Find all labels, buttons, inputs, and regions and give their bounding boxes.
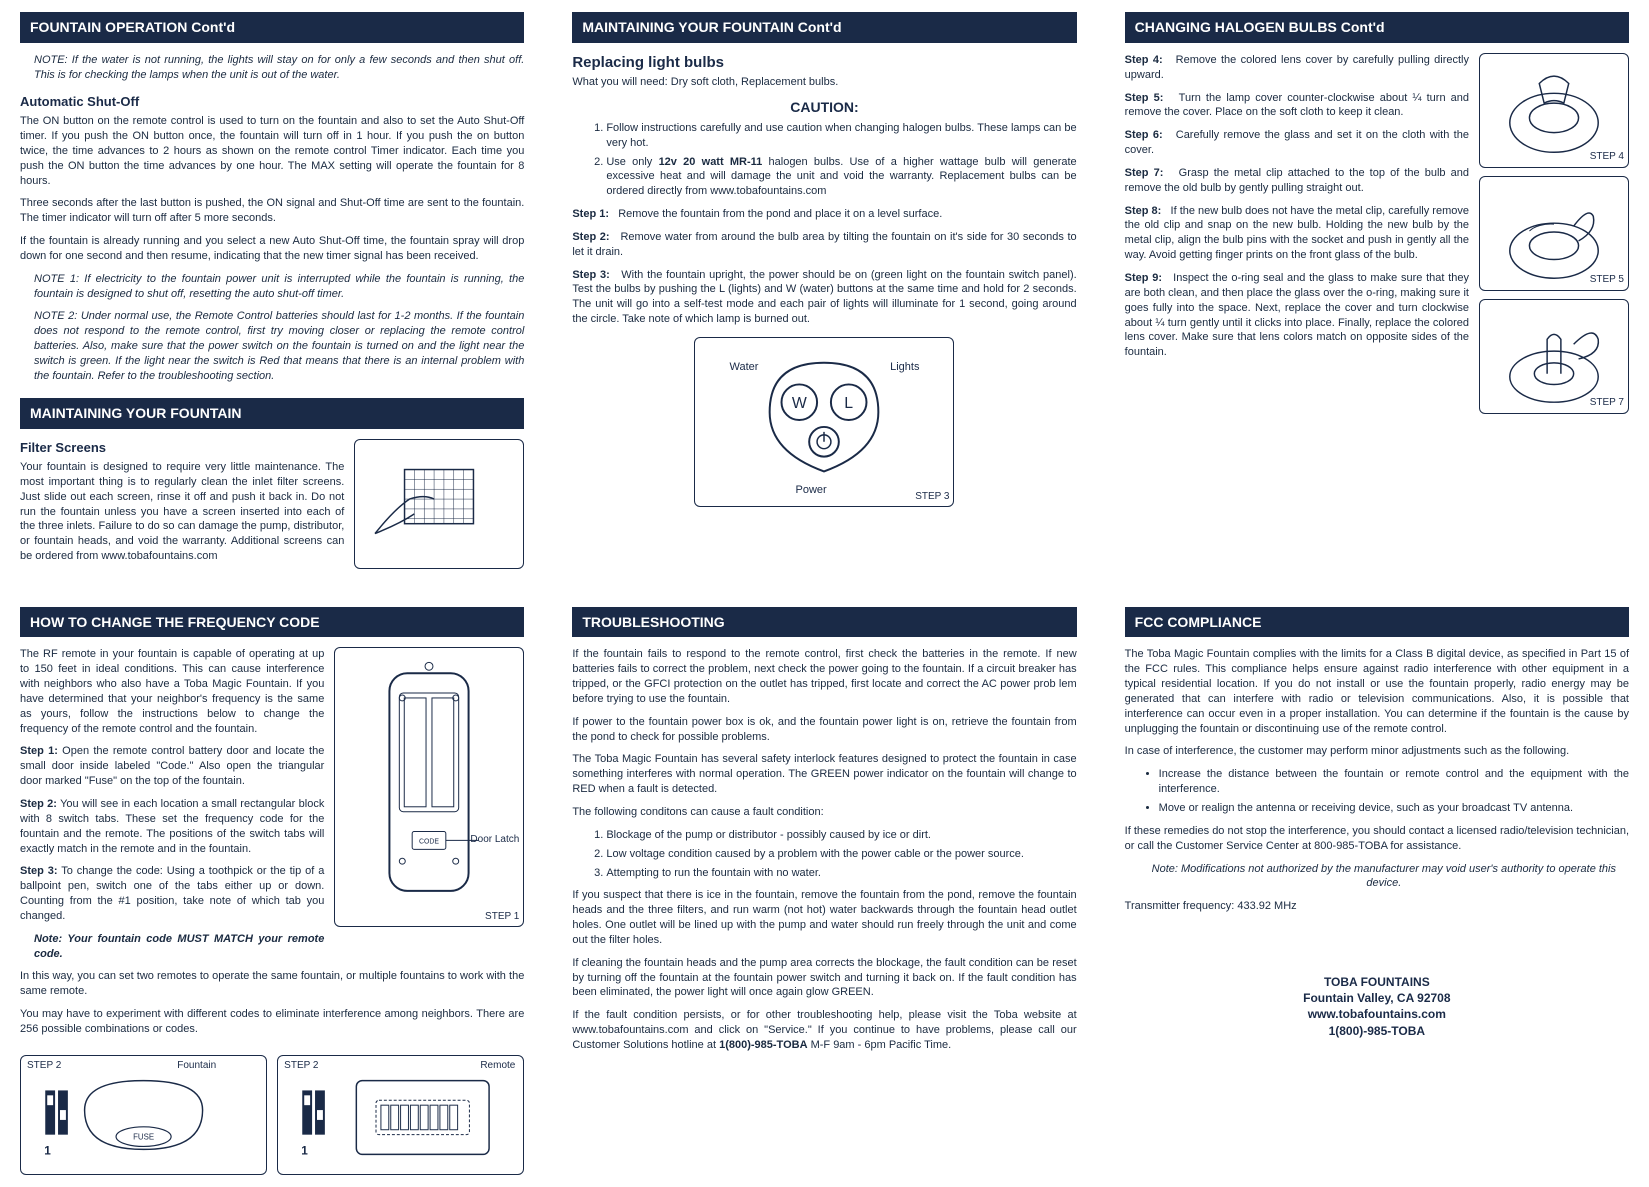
illus-step-5: STEP 5	[1479, 176, 1629, 291]
svg-text:1: 1	[301, 1143, 308, 1157]
fcc-b2: Move or realign the antenna or receiving…	[1159, 801, 1629, 816]
header-troubleshooting: TROUBLESHOOTING	[572, 607, 1076, 638]
header-fcc: FCC COMPLIANCE	[1125, 607, 1629, 638]
svg-text:1: 1	[44, 1143, 51, 1157]
fcc-p1: The Toba Magic Fountain complies with th…	[1125, 647, 1629, 736]
fcc-tx: Transmitter frequency: 433.92 MHz	[1125, 899, 1629, 914]
trouble-p5: If you suspect that there is ice in the …	[572, 888, 1076, 947]
company-block: TOBA FOUNTAINS Fountain Valley, CA 92708…	[1125, 974, 1629, 1039]
fcc-p2: In case of interference, the customer ma…	[1125, 744, 1629, 759]
freq-p4: In this way, you can set two remotes to …	[20, 969, 524, 999]
subhead-auto-shutoff: Automatic Shut-Off	[20, 93, 524, 111]
caution-1: Follow instructions carefully and use ca…	[606, 121, 1076, 151]
para-auto-shutoff-2: Three seconds after the last button is p…	[20, 196, 524, 226]
bulb-step-1: Step 1: Remove the fountain from the pon…	[572, 207, 1076, 222]
svg-text:L: L	[845, 395, 854, 412]
trouble-p4: The following conditons can cause a faul…	[572, 805, 1076, 820]
fcc-b1: Increase the distance between the founta…	[1159, 767, 1629, 797]
svg-text:FUSE: FUSE	[133, 1132, 154, 1141]
halogen-step-6: Step 6: Carefully remove the glass and s…	[1125, 128, 1469, 158]
para-what-you-need: What you will need: Dry soft cloth, Repl…	[572, 75, 1076, 90]
header-maintaining: MAINTAINING YOUR FOUNTAIN	[20, 398, 524, 429]
halogen-step-5: Step 5: Turn the lamp cover counter-cloc…	[1125, 91, 1469, 121]
fault-3: Attempting to run the fountain with no w…	[606, 866, 1076, 881]
bulb-step-2: Step 2: Remove water from around the bul…	[572, 230, 1076, 260]
para-auto-shutoff-3: If the fountain is already running and y…	[20, 234, 524, 264]
illus-step2-remote: 1 STEP 2 Remote	[277, 1055, 524, 1175]
note-water-not-running: NOTE: If the water is not running, the l…	[34, 53, 524, 83]
halogen-step-8: Step 8: If the new bulb does not have th…	[1125, 204, 1469, 263]
svg-text:CODE: CODE	[419, 839, 439, 846]
fcc-p3: If these remedies do not stop the interf…	[1125, 824, 1629, 854]
illus-step-4: STEP 4	[1479, 53, 1629, 168]
subhead-replacing-bulbs: Replacing light bulbs	[572, 53, 1076, 73]
header-fountain-operation: FOUNTAIN OPERATION Cont'd	[20, 12, 524, 43]
header-maintaining-cont: MAINTAINING YOUR FOUNTAIN Cont'd	[572, 12, 1076, 43]
illus-step-7: STEP 7	[1479, 299, 1629, 414]
trouble-p2: If power to the fountain power box is ok…	[572, 715, 1076, 745]
trouble-p6: If cleaning the fountain heads and the p…	[572, 956, 1076, 1001]
fault-2: Low voltage condition caused by a proble…	[606, 847, 1076, 862]
caution-label: CAUTION:	[572, 98, 1076, 117]
trouble-p7: If the fault condition persists, or for …	[572, 1008, 1076, 1053]
fault-1: Blockage of the pump or distributor - po…	[606, 828, 1076, 843]
caution-2: Use only 12v 20 watt MR-11 halogen bulbs…	[606, 155, 1076, 200]
note-2: NOTE 2: Under normal use, the Remote Con…	[34, 309, 524, 383]
trouble-p1: If the fountain fails to respond to the …	[572, 647, 1076, 706]
freq-p5: You may have to experiment with differen…	[20, 1007, 524, 1037]
halogen-step-4: Step 4: Remove the colored lens cover by…	[1125, 53, 1469, 83]
fcc-note: Note: Modifications not authorized by th…	[1139, 862, 1629, 892]
svg-text:W: W	[792, 395, 807, 412]
bulb-step-3: Step 3: With the fountain upright, the p…	[572, 268, 1076, 327]
freq-note-match: Note: Your fountain code MUST MATCH your…	[34, 932, 524, 962]
halogen-step-7: Step 7: Grasp the metal clip attached to…	[1125, 166, 1469, 196]
para-auto-shutoff-1: The ON button on the remote control is u…	[20, 114, 524, 188]
header-halogen-cont: CHANGING HALOGEN BULBS Cont'd	[1125, 12, 1629, 43]
trouble-p3: The Toba Magic Fountain has several safe…	[572, 752, 1076, 797]
header-frequency-code: HOW TO CHANGE THE FREQUENCY CODE	[20, 607, 524, 638]
illus-step2-fountain: FUSE 1 STEP 2 Fountain	[20, 1055, 267, 1175]
halogen-step-9: Step 9: Inspect the o-ring seal and the …	[1125, 271, 1469, 360]
note-1: NOTE 1: If electricity to the fountain p…	[34, 272, 524, 302]
illus-remote-back: CODE Door Latch STEP 1	[334, 647, 524, 927]
illus-filter-screen	[354, 439, 524, 569]
illus-switch-panel: W L Water Lights Power STEP 3	[694, 337, 954, 507]
